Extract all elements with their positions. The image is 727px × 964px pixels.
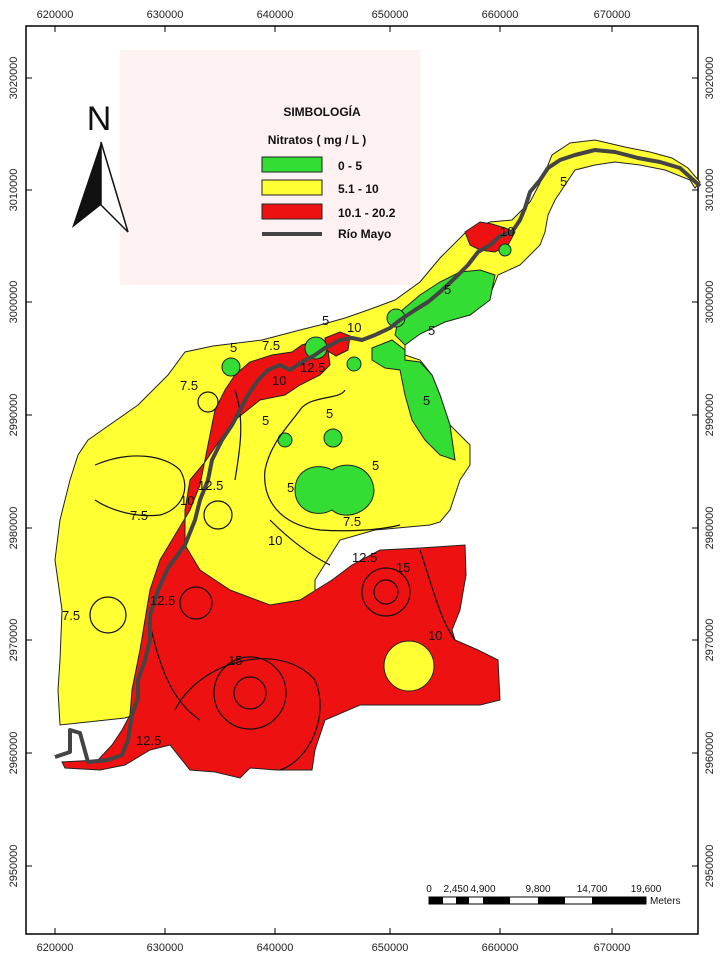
x-tick-top: 650000 xyxy=(372,9,409,21)
legend-swatch-green xyxy=(261,156,323,173)
contour-label: 10 xyxy=(180,493,194,508)
contour-label: 7.5 xyxy=(180,378,198,393)
contour-label: 5 xyxy=(322,313,329,328)
y-tick-right: 3010000 xyxy=(704,169,716,212)
zone-green-dot xyxy=(346,356,362,372)
y-tick-right: 2980000 xyxy=(704,507,716,550)
y-tick-right: 2960000 xyxy=(704,732,716,775)
x-tick-top: 620000 xyxy=(37,9,74,21)
x-tick-bottom: 650000 xyxy=(372,942,409,954)
north-arrow: N xyxy=(72,100,129,233)
contour-label: 5 xyxy=(560,174,567,189)
legend-title: SIMBOLOGÍA xyxy=(283,104,361,119)
legend-label: 5.1 - 10 xyxy=(338,182,379,196)
y-tick-right: 2970000 xyxy=(704,619,716,662)
legend-subtitle: Nitratos ( mg / L ) xyxy=(268,133,366,147)
contour-label: 5 xyxy=(372,458,379,473)
contour-label: 5 xyxy=(326,406,333,421)
contour-label: 12.5 xyxy=(198,478,223,493)
contour-label: 5 xyxy=(287,480,294,495)
x-tick-top: 630000 xyxy=(147,9,184,21)
contour-label: 5 xyxy=(428,323,435,338)
contour-lines xyxy=(89,389,456,771)
contour-labels: 5 5 5 5 5 5 5 5 5 7.5 7.5 7.5 7.5 7.5 10… xyxy=(62,174,567,748)
x-tick-bottom: 670000 xyxy=(594,942,631,954)
y-axis-right: 3020000 3010000 3000000 2990000 2980000 … xyxy=(704,57,716,888)
contour-label: 10 xyxy=(272,373,286,388)
contour-label: 12.5 xyxy=(150,593,175,608)
legend-swatch-red xyxy=(261,203,323,220)
x-axis-bottom: 620000 630000 640000 650000 660000 67000… xyxy=(37,942,631,954)
contour-label: 5 xyxy=(444,282,451,297)
y-tick-right: 2950000 xyxy=(704,845,716,888)
zone-green-dot xyxy=(498,243,512,257)
y-tick-left: 3020000 xyxy=(8,57,20,100)
legend-swatch-yellow xyxy=(261,179,323,196)
scale-unit: Meters xyxy=(650,896,681,907)
x-tick-bottom: 660000 xyxy=(482,942,519,954)
x-tick-top: 670000 xyxy=(594,9,631,21)
scale-label: 9,800 xyxy=(525,884,550,895)
y-axis-left: 3020000 3010000 3000000 2990000 2980000 … xyxy=(8,57,20,888)
north-label: N xyxy=(87,100,112,138)
contour-label: 15 xyxy=(228,653,242,668)
x-tick-top: 640000 xyxy=(257,9,294,21)
contour-label: 15 xyxy=(396,560,410,575)
legend-label: 0 - 5 xyxy=(338,159,362,173)
contour-label: 10 xyxy=(268,533,282,548)
contour-label: 7.5 xyxy=(343,514,361,529)
legend: SIMBOLOGÍA Nitratos ( mg / L ) 0 - 5 5.1… xyxy=(261,104,396,241)
contour-label: 5 xyxy=(230,340,237,355)
x-tick-top: 660000 xyxy=(482,9,519,21)
y-tick-left: 2970000 xyxy=(8,619,20,662)
contour-label: 5 xyxy=(262,413,269,428)
contour-label: 7.5 xyxy=(130,508,148,523)
y-tick-right: 2990000 xyxy=(704,394,716,437)
y-tick-left: 2990000 xyxy=(8,394,20,437)
contour-label: 10 xyxy=(428,628,442,643)
contour-label: 10 xyxy=(500,224,514,239)
north-arrow-icon xyxy=(72,142,101,228)
y-tick-right: 3000000 xyxy=(704,281,716,324)
zone-green-ne xyxy=(394,269,496,346)
legend-label: 10.1 - 20.2 xyxy=(338,206,396,220)
y-tick-left: 2980000 xyxy=(8,507,20,550)
contour-label: 7.5 xyxy=(62,608,80,623)
x-tick-bottom: 640000 xyxy=(257,942,294,954)
rio-mayo-river xyxy=(54,148,702,764)
x-axis-top: 620000 630000 640000 650000 660000 67000… xyxy=(37,9,631,21)
legend-label: Río Mayo xyxy=(338,227,391,241)
zone-green-dot xyxy=(277,432,293,448)
y-tick-left: 3000000 xyxy=(8,281,20,324)
contour-label: 10 xyxy=(347,320,361,335)
scale-label: 4,900 xyxy=(470,884,495,895)
zone-green-dot xyxy=(221,357,241,377)
zone-green-east xyxy=(371,339,456,461)
contour-label: 12.5 xyxy=(136,733,161,748)
scale-bar: 0 2,450 4,900 9,800 14,700 19,600 Meters xyxy=(426,884,680,907)
y-tick-left: 2960000 xyxy=(8,732,20,775)
y-tick-left: 3010000 xyxy=(8,169,20,212)
y-tick-left: 2950000 xyxy=(8,845,20,888)
y-tick-right: 3020000 xyxy=(704,57,716,100)
contour-label: 12.5 xyxy=(352,550,377,565)
frame-ticks xyxy=(26,26,698,934)
scale-label: 14,700 xyxy=(577,884,608,895)
zone-green-center xyxy=(294,464,375,516)
x-tick-bottom: 620000 xyxy=(37,942,74,954)
contour-label: 12.5 xyxy=(300,360,325,375)
zone-yellow-island xyxy=(383,640,435,692)
scale-label: 0 xyxy=(426,884,432,895)
contour-label: 7.5 xyxy=(262,338,280,353)
scale-label: 19,600 xyxy=(631,884,662,895)
x-tick-bottom: 630000 xyxy=(147,942,184,954)
scale-label: 2,450 xyxy=(443,884,468,895)
contour-label: 5 xyxy=(423,393,430,408)
zone-green-dot xyxy=(323,428,343,448)
